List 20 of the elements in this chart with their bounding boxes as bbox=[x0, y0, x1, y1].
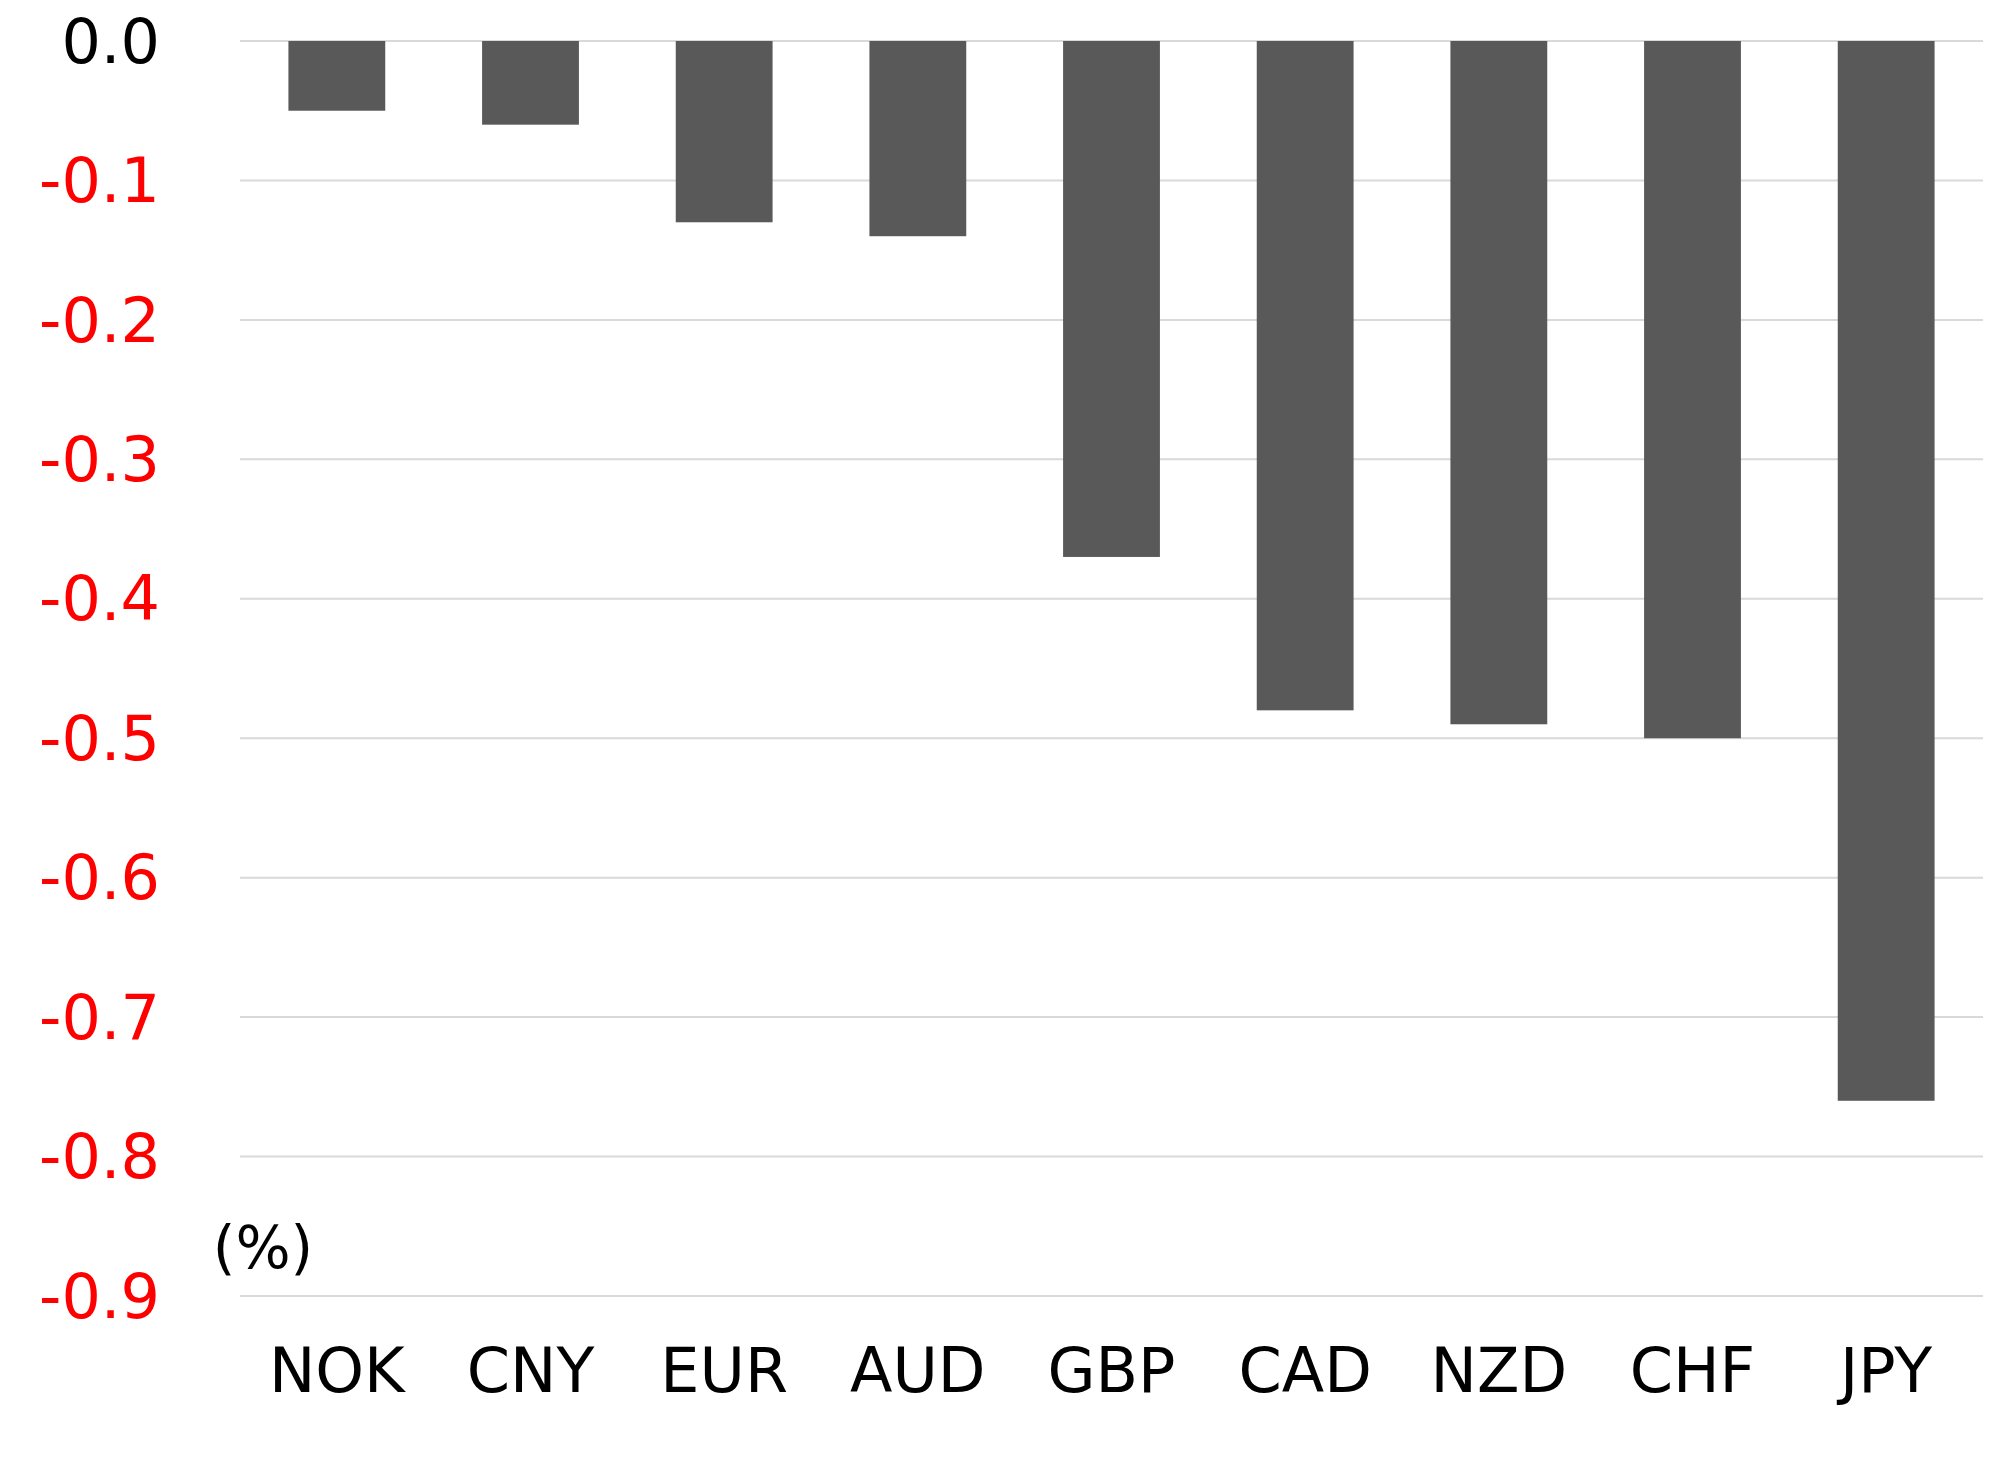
y-tick-label: -0.9 bbox=[39, 1259, 160, 1333]
x-tick-label: GBP bbox=[1047, 1333, 1176, 1407]
y-tick-label: -0.6 bbox=[39, 841, 160, 915]
x-tick-label: NZD bbox=[1430, 1333, 1568, 1407]
x-tick-label: CNY bbox=[466, 1333, 595, 1407]
x-tick-label: JPY bbox=[1836, 1333, 1933, 1407]
y-axis-title: (%) bbox=[212, 1214, 314, 1283]
y-tick-label: -0.2 bbox=[39, 283, 160, 357]
y-tick-label: -0.3 bbox=[39, 423, 160, 497]
x-tick-label: AUD bbox=[850, 1333, 986, 1407]
x-tick-label: CAD bbox=[1238, 1333, 1372, 1407]
x-tick-label: NOK bbox=[268, 1333, 407, 1407]
y-tick-label: -0.5 bbox=[39, 701, 160, 775]
y-tick-label: -0.7 bbox=[39, 980, 160, 1054]
y-tick-label: -0.8 bbox=[39, 1120, 160, 1194]
y-tick-label: 0.0 bbox=[61, 4, 160, 78]
y-tick-label: -0.4 bbox=[39, 562, 160, 636]
x-tick-label: CHF bbox=[1629, 1333, 1756, 1407]
x-tick-label: EUR bbox=[660, 1333, 788, 1407]
y-tick-label: -0.1 bbox=[39, 144, 160, 218]
